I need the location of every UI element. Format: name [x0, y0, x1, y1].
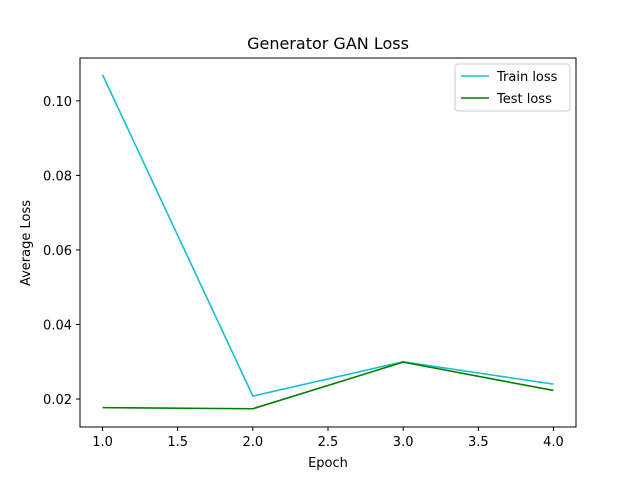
x-tick-label: 4.0 [543, 435, 564, 450]
legend: Train loss Test loss [454, 63, 571, 112]
legend-label: Test loss [496, 92, 552, 107]
plot-area: 1.0 1.5 2.0 2.5 3.0 3.5 4.0 0.02 0.04 0.06 0.08 0.1… [43, 57, 577, 450]
y-axis-title: Average Loss [19, 200, 34, 286]
plot-frame [79, 57, 577, 428]
x-tick-label: 3.0 [393, 435, 414, 450]
legend-label: Train loss [496, 70, 558, 85]
series-line-test-loss [102, 361, 554, 410]
x-tick-label: 2.0 [243, 435, 264, 450]
y-tick-label: 0.06 [43, 244, 72, 259]
x-tick-label: 1.0 [92, 435, 113, 450]
y-tick-label: 0.04 [43, 319, 72, 334]
x-tick-label: 2.5 [318, 435, 339, 450]
x-tick-label: 3.5 [468, 435, 489, 450]
series-line-train-loss [101, 74, 554, 397]
x-tick-label: 1.5 [167, 435, 188, 450]
x-axis-title: Epoch [308, 456, 348, 471]
y-tick-label: 0.08 [43, 169, 72, 184]
chart-title: Generator GAN Loss [247, 34, 409, 53]
y-tick-label: 0.10 [43, 95, 72, 110]
y-tick-label: 0.02 [43, 393, 72, 408]
